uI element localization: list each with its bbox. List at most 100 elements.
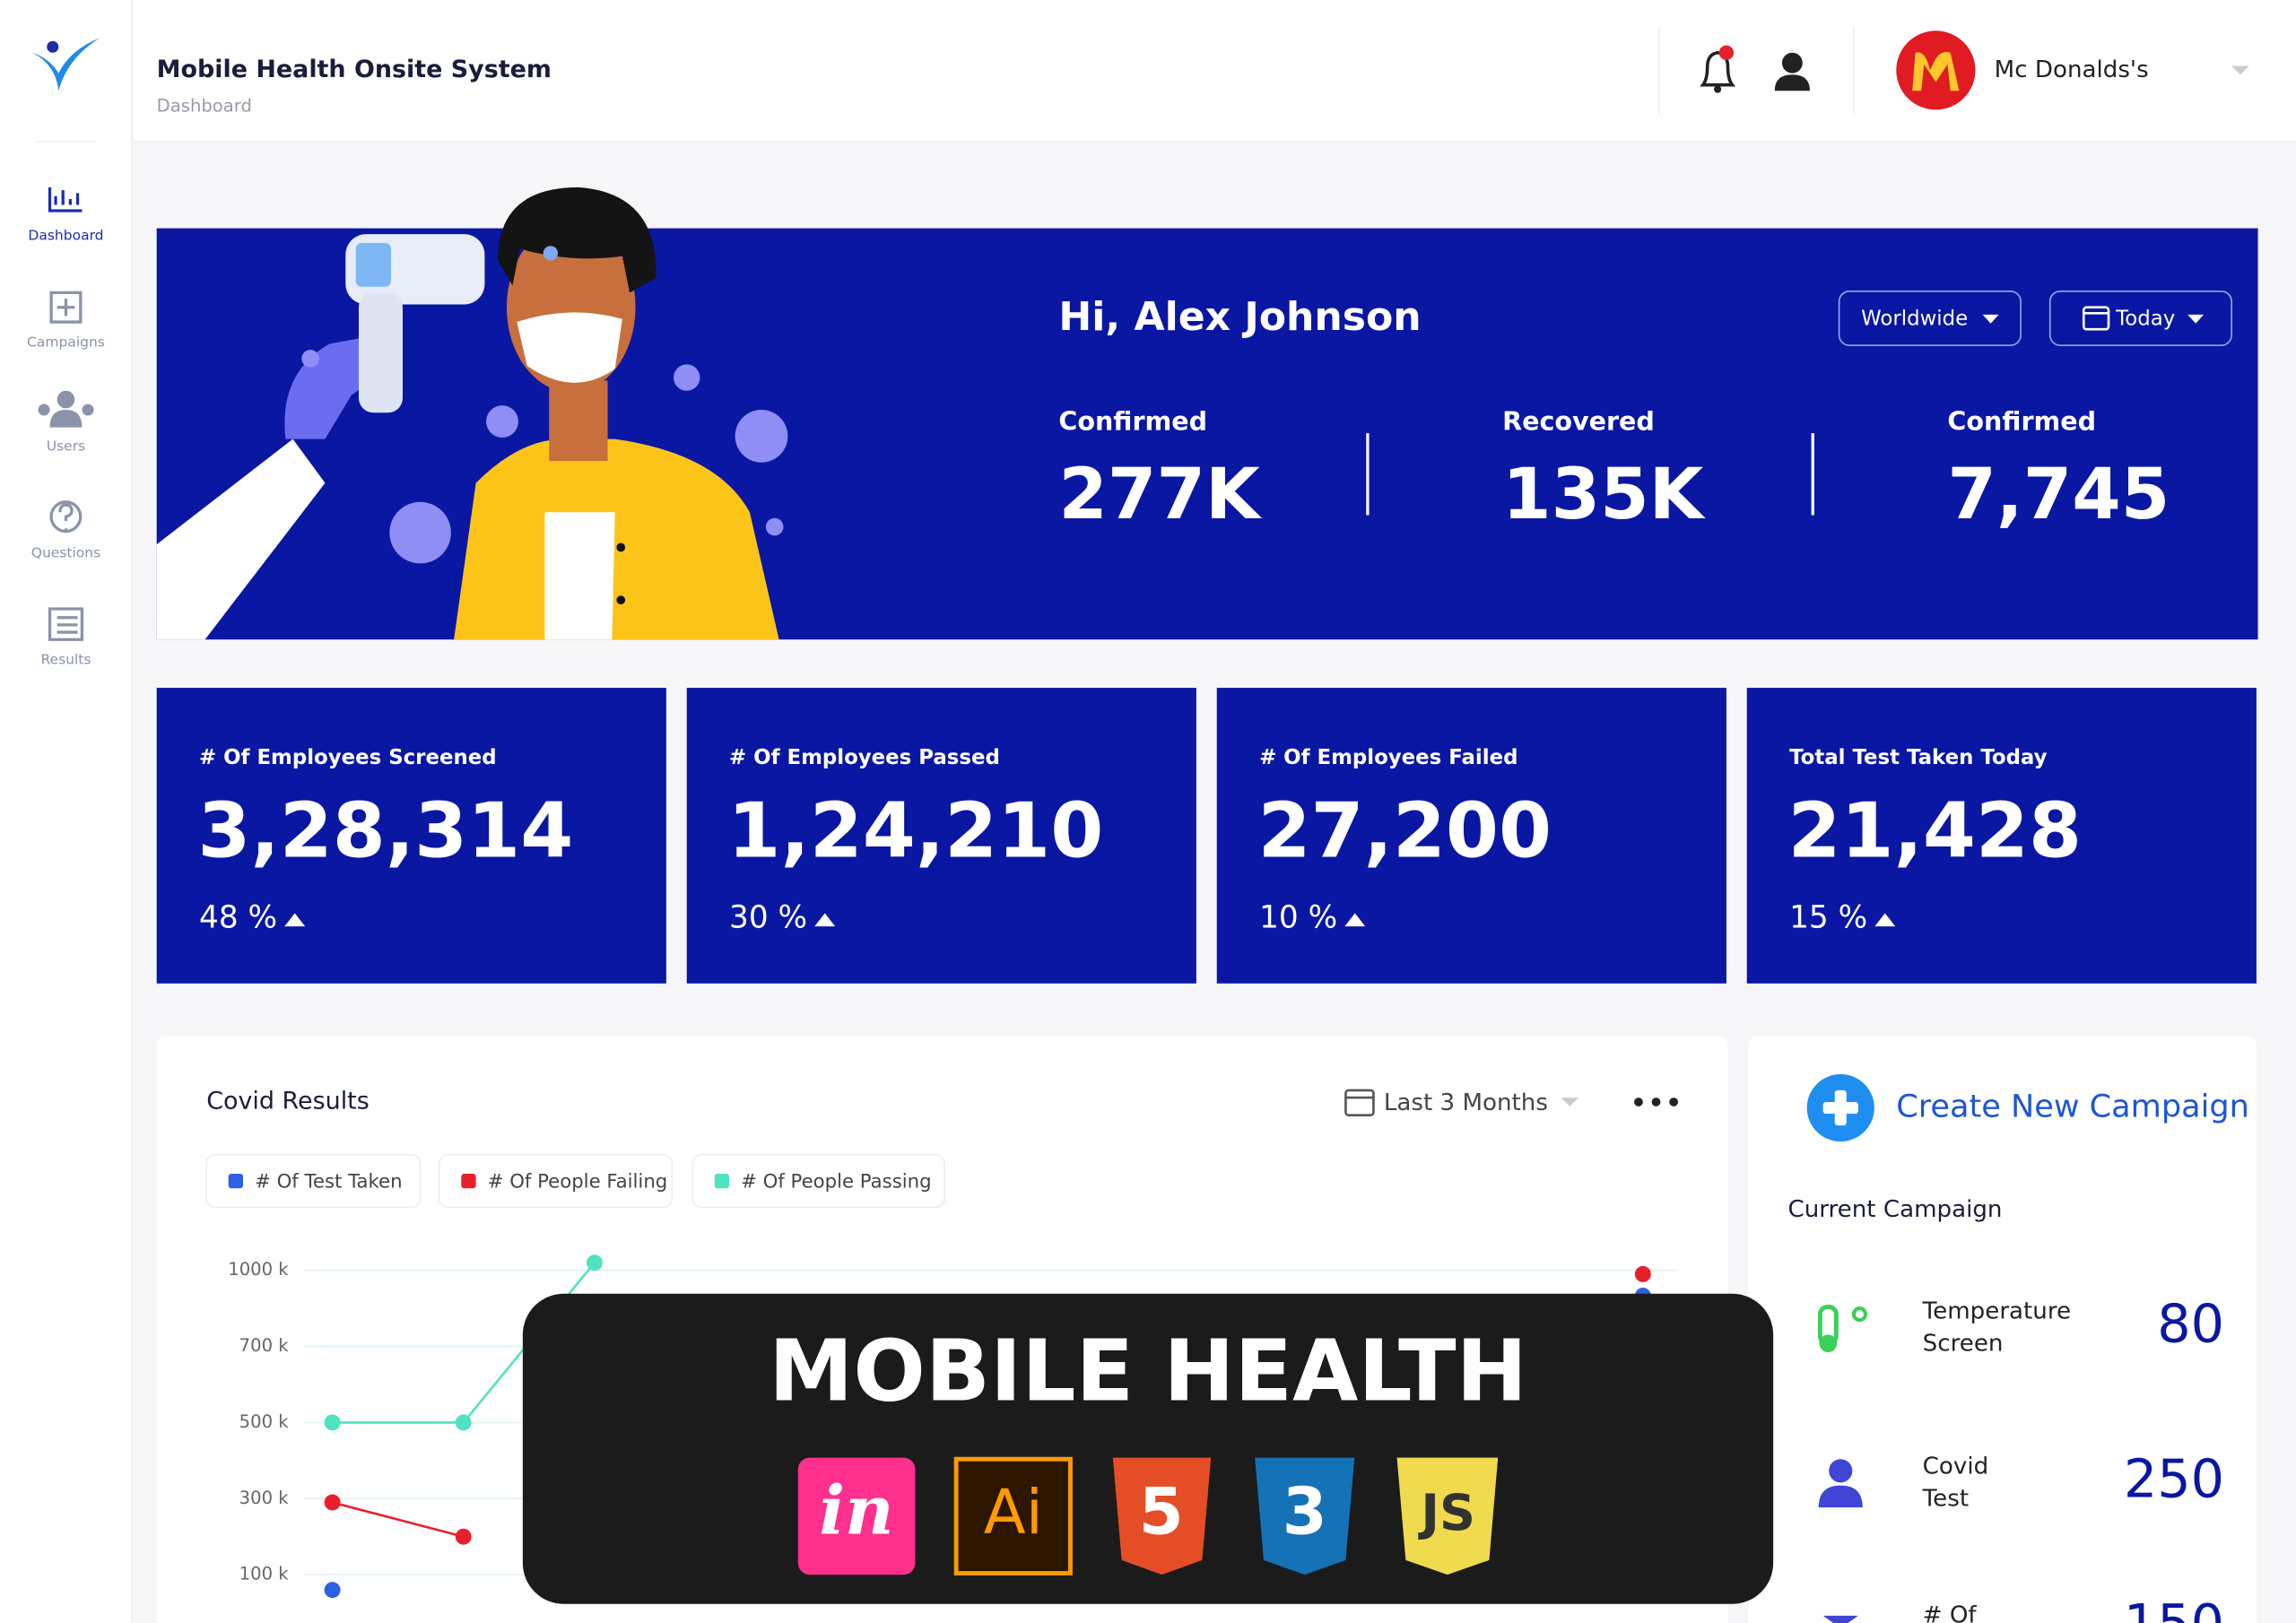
nav-icon bbox=[38, 404, 94, 428]
js-badge bbox=[1396, 1457, 1499, 1575]
legend-swatch bbox=[714, 1173, 730, 1189]
trend-arrow bbox=[1874, 913, 1896, 927]
stat-value: 277K bbox=[1058, 454, 1263, 535]
legend-item[interactable]: # Of Test Taken bbox=[205, 1153, 422, 1209]
create-campaign-button[interactable]: Create New Campaign bbox=[1806, 1073, 2249, 1142]
nav-label[interactable]: Campaigns bbox=[27, 334, 105, 350]
nav-item[interactable]: Users bbox=[38, 390, 94, 455]
legend-chip bbox=[438, 1153, 674, 1209]
point bbox=[324, 1414, 341, 1431]
filter-label[interactable]: Worldwide bbox=[1861, 307, 1968, 330]
legend-label[interactable]: # Of Test Taken bbox=[255, 1171, 402, 1193]
sidebar bbox=[0, 0, 132, 1623]
campaign-name: Temperature Screen bbox=[1922, 1298, 2071, 1357]
promo-title: MOBILE HEALTH bbox=[769, 1323, 1527, 1421]
account-dropdown[interactable] bbox=[2231, 65, 2249, 75]
breadcrumb[interactable]: Dashboard bbox=[157, 96, 252, 117]
card-label: # Of Employees Screened bbox=[199, 746, 497, 769]
metric-card: # Of Employees Failed 27,200 10 % bbox=[1216, 688, 1726, 984]
nav-item[interactable]: Results bbox=[40, 607, 91, 668]
card-change: 10 % bbox=[1259, 899, 1337, 935]
legend-label[interactable]: # Of People Passing bbox=[741, 1171, 931, 1193]
point bbox=[586, 1254, 603, 1271]
y-tick-label: 300 k bbox=[239, 1488, 290, 1508]
campaign-panel bbox=[1748, 1036, 2257, 1623]
point bbox=[324, 1494, 341, 1511]
card-value: 21,428 bbox=[1787, 786, 2082, 875]
legend-label[interactable]: # Of People Failing bbox=[488, 1171, 668, 1193]
card-label: Total Test Taken Today bbox=[1789, 746, 2048, 769]
campaign-value: 250 bbox=[2124, 1447, 2224, 1509]
card-change: 48 % bbox=[199, 899, 277, 935]
metric-card: # Of Employees Passed 1,24,210 30 % bbox=[686, 688, 1196, 984]
logo bbox=[31, 38, 100, 91]
legend-item[interactable]: # Of People Passing bbox=[691, 1153, 945, 1209]
nav-item[interactable]: Dashboard bbox=[28, 187, 104, 243]
nav-item[interactable]: Campaigns bbox=[27, 291, 105, 350]
app-title: Mobile Health Onsite System bbox=[157, 56, 552, 83]
metric-card: # Of Employees Screened 3,28,314 48 % bbox=[156, 688, 666, 984]
account-name[interactable]: Mc Donalds's bbox=[1995, 56, 2149, 83]
legend-item[interactable]: # Of People Failing bbox=[438, 1153, 674, 1209]
nav-item[interactable]: Questions bbox=[31, 500, 100, 561]
illustration bbox=[156, 187, 788, 640]
trend-arrow bbox=[814, 913, 836, 927]
card-bg bbox=[156, 688, 666, 984]
card-change: 30 % bbox=[729, 899, 807, 935]
period-label[interactable]: Last 3 Months bbox=[1384, 1089, 1548, 1116]
card-value: 3,28,314 bbox=[197, 786, 573, 875]
account-logo[interactable] bbox=[1896, 30, 1976, 110]
filter-today[interactable]: Today bbox=[2048, 290, 2232, 346]
badge-label: Ai bbox=[984, 1477, 1043, 1549]
point bbox=[324, 1582, 341, 1599]
legend-chip bbox=[205, 1153, 422, 1209]
point bbox=[455, 1528, 472, 1545]
panel-title: Covid Results bbox=[206, 1087, 370, 1115]
badge-label: 5 bbox=[1139, 1473, 1184, 1549]
stat-value: 135K bbox=[1502, 454, 1707, 535]
legend-chip bbox=[691, 1153, 945, 1209]
badge-label: in bbox=[820, 1471, 894, 1549]
point bbox=[455, 1414, 472, 1431]
more-menu[interactable] bbox=[1634, 1098, 1679, 1107]
trend-arrow bbox=[1344, 913, 1366, 927]
card-value: 27,200 bbox=[1257, 786, 1552, 875]
notification-bell[interactable] bbox=[1700, 45, 1736, 93]
create-campaign-label[interactable]: Create New Campaign bbox=[1896, 1089, 2249, 1125]
nav-icon bbox=[49, 291, 83, 324]
nav-icon bbox=[48, 187, 83, 213]
filter-worldwide[interactable]: Worldwide bbox=[1838, 290, 2022, 346]
illustrator-badge bbox=[953, 1456, 1073, 1575]
hourglass-icon bbox=[1822, 1615, 1858, 1623]
card-bg bbox=[1216, 688, 1726, 984]
y-tick-label: 1000 k bbox=[228, 1259, 289, 1280]
trend-arrow bbox=[284, 913, 306, 927]
html5-badge bbox=[1112, 1457, 1212, 1575]
nav-label[interactable]: Users bbox=[47, 438, 85, 454]
nav-label[interactable]: Results bbox=[40, 652, 91, 668]
legend-swatch bbox=[461, 1173, 476, 1189]
user-icon[interactable] bbox=[1774, 52, 1810, 91]
stat-label: Recovered bbox=[1502, 406, 1655, 437]
filter-label[interactable]: Today bbox=[2115, 307, 2175, 330]
campaign-name: # Of bbox=[1923, 1601, 1978, 1623]
stat-label: Confirmed bbox=[1947, 406, 2096, 437]
nav-label[interactable]: Questions bbox=[31, 544, 100, 560]
stat-label: Confirmed bbox=[1058, 406, 1207, 437]
legend-swatch bbox=[228, 1173, 244, 1189]
thermometer-icon bbox=[1817, 1305, 1868, 1353]
badge-label: JS bbox=[1417, 1484, 1475, 1542]
period-select[interactable]: Last 3 Months bbox=[1344, 1089, 1578, 1116]
doctor-icon bbox=[1818, 1459, 1863, 1508]
card-label: # Of Employees Failed bbox=[1259, 746, 1518, 769]
greeting: Hi, Alex Johnson bbox=[1058, 294, 1421, 340]
nav-icon bbox=[49, 500, 83, 534]
campaign-name: Covid Test bbox=[1922, 1453, 1988, 1512]
stat-value: 7,745 bbox=[1947, 454, 2170, 535]
nav-label[interactable]: Dashboard bbox=[28, 227, 103, 243]
card-bg bbox=[1746, 688, 2257, 984]
invision-badge bbox=[797, 1457, 916, 1575]
metric-card: Total Test Taken Today 21,428 15 % bbox=[1746, 688, 2257, 984]
